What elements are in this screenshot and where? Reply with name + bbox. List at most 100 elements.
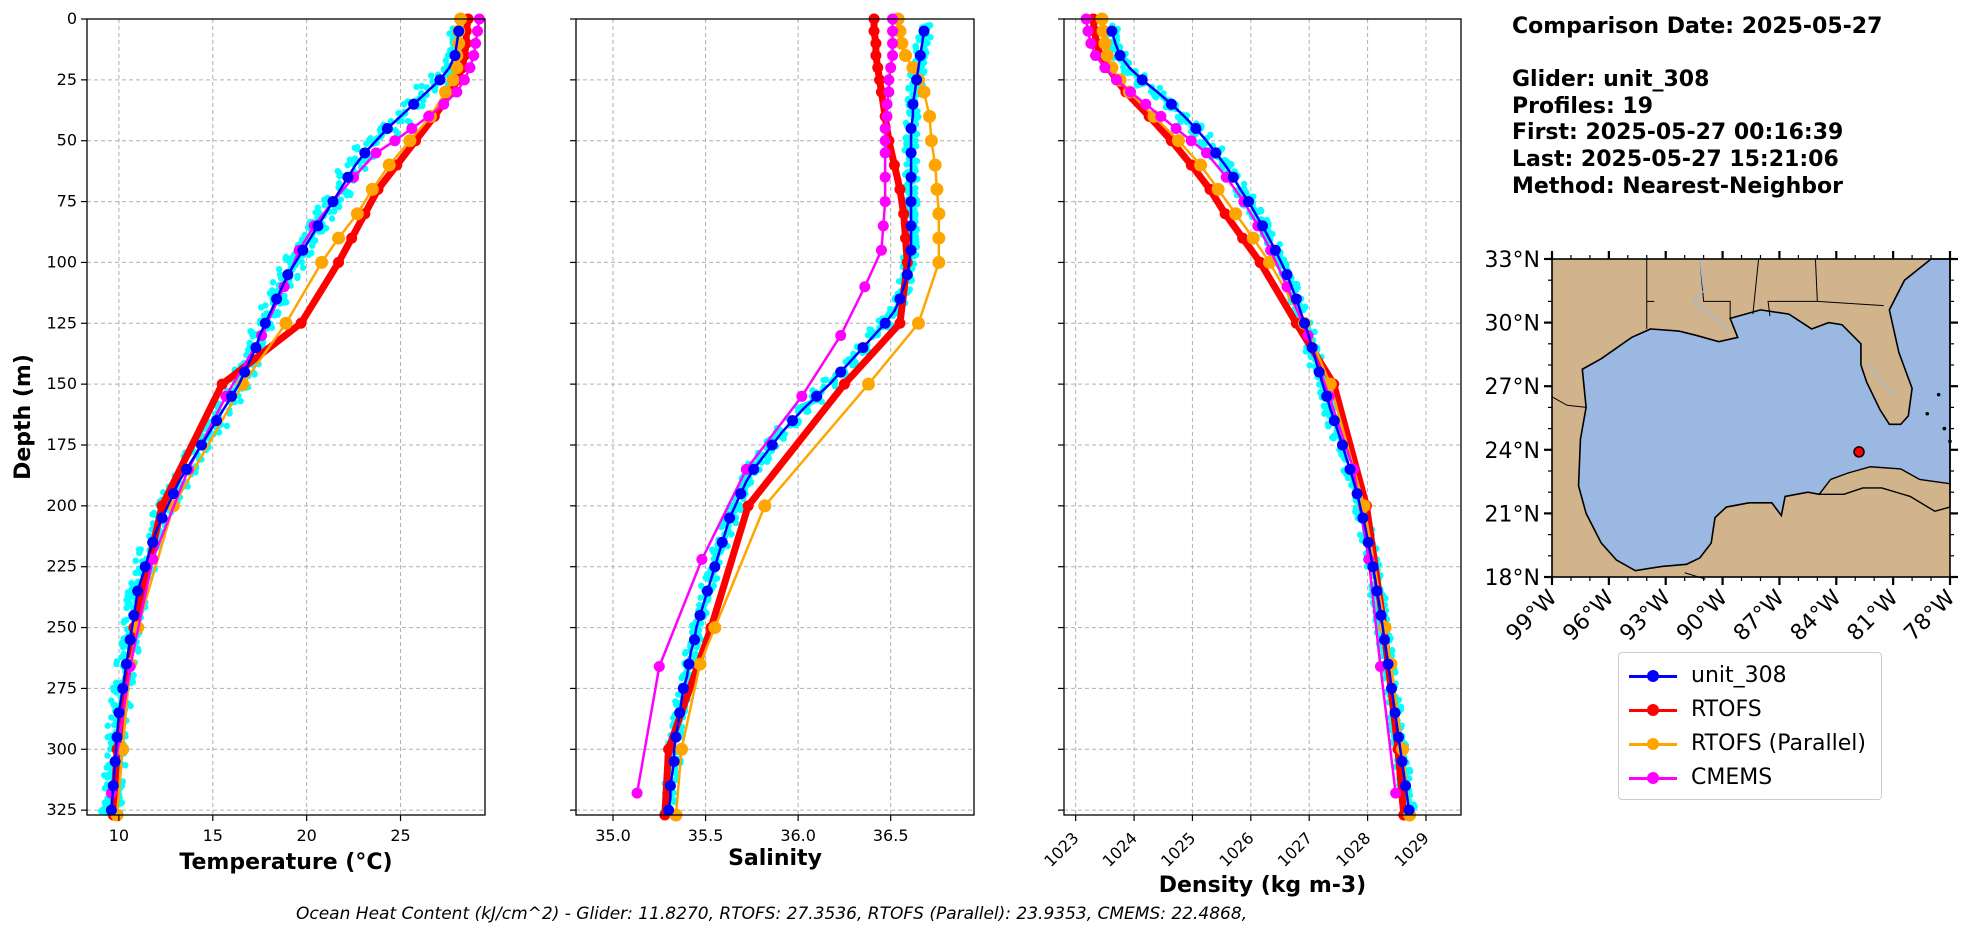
- glider-scatter-point: [336, 172, 343, 180]
- glider-scatter-point: [1110, 46, 1118, 53]
- legend-item-rtofs: RTOFS: [1619, 695, 1881, 725]
- glider-scatter-point: [910, 206, 918, 213]
- location-map: 99°W96°W93°W90°W87°W84°W81°W78°W 18°N 21°N…: [1485, 248, 1961, 646]
- series-point: [838, 378, 850, 390]
- series-point: [1171, 134, 1185, 148]
- series-point: [905, 244, 917, 256]
- glider-scatter-point: [763, 458, 771, 465]
- glider-scatter-point: [913, 157, 921, 165]
- glider-scatter-point: [820, 376, 827, 384]
- series-point: [389, 135, 401, 147]
- series-point: [1106, 25, 1118, 37]
- series-point: [1306, 342, 1318, 354]
- series-point: [1082, 25, 1094, 37]
- series-rtofs: [659, 13, 913, 821]
- plot-frame: [575, 18, 975, 816]
- x-axis-label: Temperature (°C): [179, 850, 392, 875]
- glider-scatter-point: [868, 329, 875, 336]
- series-line: [1100, 18, 1411, 816]
- glider-scatter-point: [257, 304, 265, 311]
- series-point: [438, 98, 450, 110]
- glider-scatter-point: [123, 596, 130, 604]
- series-point: [796, 390, 808, 402]
- glider-scatter-point: [104, 722, 111, 729]
- glider-scatter-point: [912, 137, 919, 144]
- glider-scatter-point: [915, 34, 922, 41]
- series-point: [239, 366, 251, 378]
- series-point: [124, 634, 136, 646]
- series-point: [1096, 24, 1110, 38]
- glider-scatter-point: [418, 82, 425, 90]
- glider-scatter-point: [920, 69, 927, 76]
- glider-scatter-point: [682, 648, 689, 656]
- series-point: [1170, 123, 1182, 135]
- series-point: [1099, 62, 1111, 74]
- series-point: [1085, 37, 1097, 49]
- ocean-heat-content-caption: Ocean Heat Content (kJ/cm^2) - Glider: 1…: [296, 904, 1248, 924]
- glider-scatter-point: [104, 774, 111, 781]
- glider-scatter-point: [713, 575, 721, 582]
- series-point: [1269, 244, 1281, 256]
- series-point: [888, 159, 900, 171]
- series-point: [887, 37, 899, 49]
- series-point: [859, 281, 871, 293]
- glider-position-marker: [1853, 446, 1865, 458]
- series-point: [670, 731, 682, 743]
- series-point: [1382, 658, 1394, 670]
- series-point: [907, 98, 919, 110]
- glider-scatter-point: [308, 249, 315, 257]
- series-point: [857, 342, 869, 354]
- series-point: [875, 244, 887, 256]
- glider-scatter-point: [732, 519, 739, 527]
- series-cmems: [105, 13, 485, 799]
- glider-scatter-point: [400, 100, 408, 108]
- series-point: [434, 74, 446, 86]
- x-tick-label: 1027: [1274, 828, 1316, 870]
- glider-scatter-point: [1389, 647, 1396, 654]
- glider-scatter-point: [1321, 403, 1328, 410]
- glider-scatter-point: [903, 134, 910, 141]
- glider-scatter-point: [269, 279, 277, 286]
- glider-scatter-point: [251, 371, 258, 378]
- series-point: [693, 657, 707, 671]
- series-point: [382, 158, 396, 172]
- series-point: [899, 49, 913, 63]
- glider-scatter-point: [363, 140, 370, 147]
- glider-scatter-point: [1207, 131, 1214, 139]
- series-point: [835, 329, 847, 341]
- series-point: [905, 196, 917, 208]
- series-point: [918, 25, 930, 37]
- glider-scatter-point: [1120, 63, 1127, 71]
- series-point: [663, 743, 675, 755]
- y-tick-label: 75: [57, 192, 77, 211]
- y-tick-label: 150: [46, 374, 77, 393]
- series-point: [181, 463, 192, 475]
- glider-scatter-point: [927, 34, 934, 41]
- series-point: [1257, 220, 1268, 232]
- series-line: [635, 19, 894, 794]
- glider-scatter-point: [904, 181, 911, 188]
- glider-scatter-point: [275, 266, 283, 273]
- series-point: [1290, 293, 1302, 305]
- series-point: [653, 661, 665, 673]
- x-tick-label: 36.0: [780, 826, 816, 845]
- series-point: [664, 780, 676, 792]
- series-point: [1114, 50, 1126, 62]
- series-point: [677, 682, 689, 694]
- legend-item-cmems: CMEMS: [1619, 763, 1881, 793]
- glider-scatter-point: [672, 769, 679, 776]
- series-point: [870, 37, 882, 49]
- series-point: [883, 74, 895, 86]
- border-line: [1752, 258, 1760, 315]
- glider-scatter-point: [903, 140, 910, 147]
- y-tick-label: 300: [46, 739, 77, 758]
- series-point: [924, 134, 938, 148]
- series-point: [885, 62, 897, 74]
- glider-scatter-point: [344, 161, 351, 169]
- series-point: [894, 317, 906, 329]
- comparison-date: Comparison Date: 2025-05-27: [1512, 14, 1883, 39]
- salinity-panel: 35.0 35.5 36.0 36.5 Salinity: [570, 12, 975, 871]
- series-point: [439, 85, 453, 99]
- glider-scatter-point: [924, 39, 931, 47]
- x-tick-label: 1029: [1391, 828, 1433, 870]
